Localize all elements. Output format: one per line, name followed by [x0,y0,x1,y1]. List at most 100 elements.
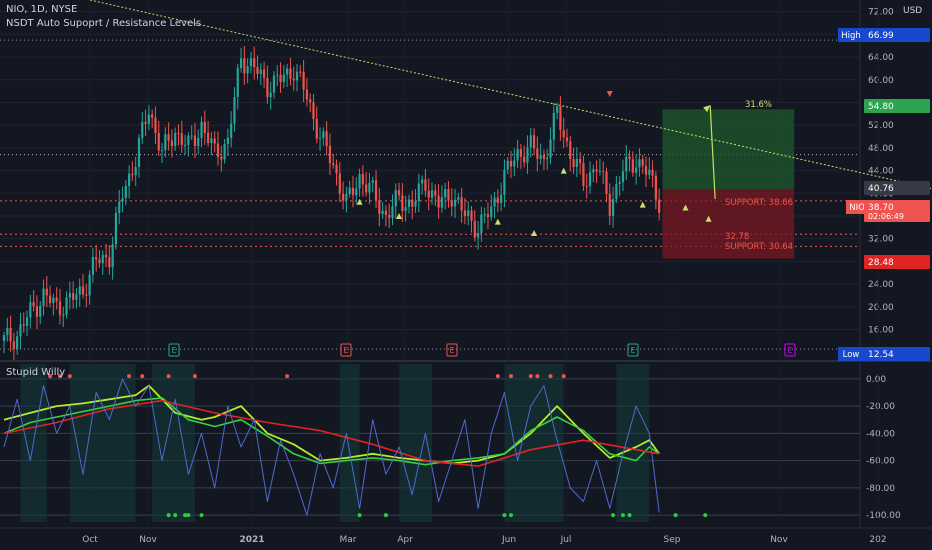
candle-body [32,302,35,307]
candle-body [2,335,6,341]
candle-body [539,154,542,159]
oversold-dot [183,513,188,518]
candle-body [391,206,394,218]
candle-body [549,139,552,158]
candle-body [579,158,582,164]
candle-body [322,131,325,138]
candle-body [562,130,565,138]
oversold-dot [611,513,616,518]
candle-body [480,214,483,234]
candle-body [299,71,302,73]
candle-body [29,302,32,318]
candle-body [641,159,644,166]
price-tick-label: 20.00 [868,303,894,313]
candle-body [35,306,39,317]
price-tag-value: 66.99 [868,31,894,41]
candle-body [292,78,295,81]
candle-body [351,187,355,196]
candle-body [81,286,85,295]
oversold-dot [627,513,632,518]
candle-body [230,123,233,138]
candle-body [355,188,358,196]
candle-body [523,156,526,163]
candle-body [424,179,427,191]
earnings-marker [340,343,352,357]
candle-body [52,297,55,304]
earnings-marker [627,343,639,357]
candle-body [88,274,91,296]
candle-body [361,174,364,185]
candle-body [519,149,522,157]
candle-body [608,194,611,216]
candle-body [444,189,447,198]
overbought-dot [166,374,171,379]
candle-body [91,257,94,275]
candle-body [658,199,661,213]
candle-body [141,122,144,139]
candle-body [220,156,223,160]
candle-body [460,197,463,211]
overbought-dot [140,374,145,379]
candle-body [305,89,308,100]
candle-body [486,214,490,218]
candle-body [342,193,345,201]
candle-body [203,121,206,133]
candle-body [365,184,368,193]
candle-body [121,198,124,202]
willy-series-line [3,397,660,466]
candle-body [239,58,243,68]
profit-zone [662,109,795,189]
oversold-dot [502,513,507,518]
oversold-dot [383,513,388,518]
candle-body [569,141,572,160]
candle-body [58,301,62,316]
time-tick-label: Mar [340,535,357,545]
candle-body [411,199,414,207]
candle-body [272,75,276,93]
candle-body [648,169,651,175]
support-marker [705,215,712,222]
candle-body [500,194,503,203]
overbought-dot [561,374,566,379]
overbought-dot [67,374,72,379]
indicator-name: NSDT Auto Supoprt / Resistance Levels [6,18,202,29]
candle-body [394,190,397,207]
candle-body [404,206,407,212]
oversold-dot [166,513,171,518]
candle-body [104,254,108,258]
candle-body [262,69,266,78]
candle-body [25,317,29,326]
candle-body [348,187,351,195]
candle-body [124,185,127,199]
support-2-label: SUPPORT: 30.64 [725,242,793,252]
candle-body [289,68,292,79]
candle-body [282,74,285,83]
candle-body [397,190,401,196]
candle-body [207,132,210,144]
candle-body [430,190,434,198]
candle-body [592,169,595,173]
candle-body [473,220,476,238]
candle-body [302,71,305,90]
time-tick-label: Sep [664,535,681,545]
price-tick-label: 44.00 [868,167,894,177]
candle-body [42,288,45,306]
candle-body [276,74,279,76]
candle-body [644,165,648,175]
support-1-label: SUPPORT: 38.66 [725,198,793,208]
candle-body [16,336,19,350]
candle-body [552,112,555,140]
candle-body [414,201,417,207]
oversold-dot [673,513,678,518]
willy-tick-label: -80.00 [866,484,895,494]
candle-body [417,183,420,202]
time-tick-label: Jun [501,535,516,545]
candle-body [157,133,160,151]
candle-body [598,171,602,173]
candle-body [325,131,328,146]
candle-body [72,293,75,300]
candle-body [388,214,391,218]
candle-body [559,106,562,131]
candle-body [434,190,437,196]
